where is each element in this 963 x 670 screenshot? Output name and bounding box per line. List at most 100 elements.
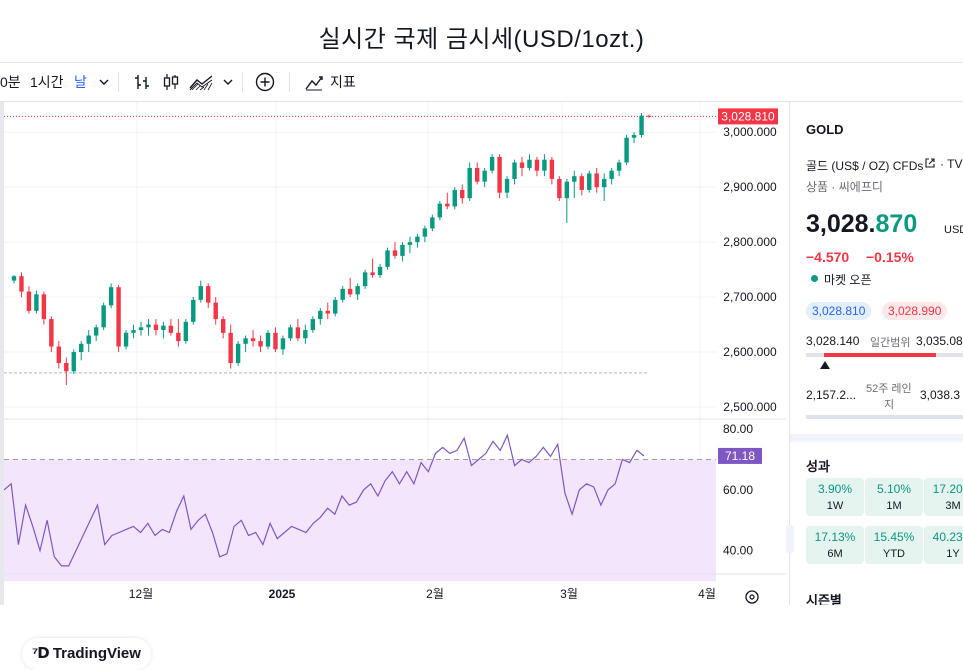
indicators-button[interactable]: 지표 xyxy=(330,74,356,90)
candle xyxy=(250,330,256,347)
price-chart[interactable]: 3,000.000 2,900.000 2,800.000 2,700.000 2,60… xyxy=(3,102,786,605)
candle xyxy=(445,192,450,210)
toolbar-divider xyxy=(118,72,119,92)
performance-3m[interactable]: 17.20%3M xyxy=(924,478,963,516)
gear-icon-hub xyxy=(749,594,755,600)
symbol-sidebar: GOLD 골드 (US$ / OZ) CFDs · TV 상품 · 씨에프디 3… xyxy=(789,102,963,605)
interval-partial[interactable]: 0분 xyxy=(0,74,21,90)
candle-body xyxy=(392,250,398,256)
day-range-label: 일간범위 xyxy=(870,337,911,349)
candle-body xyxy=(370,272,375,276)
candle xyxy=(49,316,54,353)
candle xyxy=(362,269,368,289)
candle-body xyxy=(19,276,24,292)
candle xyxy=(564,178,570,223)
symbol-name[interactable]: GOLD xyxy=(806,122,844,137)
candle-body xyxy=(467,167,472,199)
candle xyxy=(422,225,428,243)
candle-body xyxy=(587,173,592,190)
bid-price[interactable]: 3,028.810 xyxy=(806,302,872,320)
candle xyxy=(146,319,151,336)
candle xyxy=(206,283,211,309)
tradingview-logo[interactable]: ⁷𝗗 TradingView xyxy=(22,638,151,670)
candle xyxy=(601,173,607,201)
x-axis-tick-label: 12월 xyxy=(129,587,153,601)
external-link-icon[interactable] xyxy=(924,157,936,169)
candle-body xyxy=(220,319,226,333)
performance-ytd[interactable]: 15.45% YTD xyxy=(865,526,923,564)
y-axis-tick-label: 3,000.000 xyxy=(723,125,777,139)
candle xyxy=(519,156,525,177)
y-axis-tick-label: 2,600.000 xyxy=(723,345,777,359)
candle-body xyxy=(407,242,413,245)
toolbar-divider xyxy=(289,72,290,92)
candle-body xyxy=(639,115,644,135)
sidebar-collapse-handle[interactable] xyxy=(786,525,794,553)
candle-body xyxy=(273,332,278,350)
candle xyxy=(183,319,189,344)
candle xyxy=(64,357,69,386)
interval-day[interactable]: 날 xyxy=(74,74,87,90)
chevron-down-icon[interactable] xyxy=(99,77,109,87)
candle xyxy=(11,275,17,284)
candle xyxy=(258,335,263,353)
candle xyxy=(646,114,652,118)
candle-body xyxy=(452,189,457,207)
gear-icon-ring xyxy=(745,590,759,604)
candle-body xyxy=(482,170,487,182)
candle-body xyxy=(93,327,99,336)
candle-body xyxy=(340,288,345,300)
performance-1m[interactable]: 5.10% 1M xyxy=(865,478,923,516)
gear-icon[interactable] xyxy=(745,590,759,604)
candle-body xyxy=(265,332,271,347)
indicators-icon[interactable] xyxy=(304,72,324,92)
candle-body xyxy=(168,325,174,333)
candle-body xyxy=(243,338,248,344)
candle xyxy=(557,176,562,201)
candle xyxy=(19,272,24,298)
candle xyxy=(489,154,495,174)
candle-body xyxy=(460,189,465,199)
candle-body xyxy=(138,327,144,331)
performance-6m[interactable]: 17.13% 6M xyxy=(806,526,864,564)
candle-body xyxy=(191,299,196,322)
candle-body xyxy=(235,343,241,364)
candle xyxy=(303,324,308,344)
candle-body xyxy=(534,159,540,171)
plus-circle-icon[interactable] xyxy=(255,72,275,92)
symbol-description: 골드 (US$ / OZ) CFDs xyxy=(806,159,924,173)
candle-body xyxy=(474,167,480,182)
candle-body xyxy=(347,288,353,295)
candle xyxy=(318,308,323,325)
candle xyxy=(497,154,502,199)
interval-1h[interactable]: 1시간 xyxy=(30,74,64,90)
candle xyxy=(594,167,599,193)
candle-body xyxy=(631,134,637,138)
candle xyxy=(542,154,547,177)
candle-body xyxy=(646,115,652,117)
candle-body xyxy=(303,330,308,339)
candle xyxy=(213,297,218,325)
x-axis-tick-label: 4월 xyxy=(698,587,716,601)
price-change-percent: −0.15% xyxy=(866,249,914,265)
chevron-down-icon[interactable] xyxy=(223,77,233,87)
candle-body xyxy=(579,176,584,190)
performance-1y[interactable]: 40.23%1Y xyxy=(924,526,963,564)
last-price-badge xyxy=(718,108,778,125)
candle xyxy=(86,330,91,353)
x-axis-tick-label: 3월 xyxy=(560,587,578,601)
candle xyxy=(265,330,271,350)
candle xyxy=(116,285,121,353)
page-title: 실시간 국제 금시세(USD/1ozt.) xyxy=(318,26,645,53)
area-chart-icon[interactable] xyxy=(188,72,214,92)
candle-body xyxy=(250,338,256,342)
candlestick-icon[interactable] xyxy=(161,72,181,92)
ask-price[interactable]: 3,028.990 xyxy=(882,302,948,320)
performance-1w[interactable]: 3.90% 1W xyxy=(806,478,864,516)
candle xyxy=(34,290,39,314)
candle xyxy=(587,170,592,193)
bar-chart-icon[interactable] xyxy=(132,72,152,92)
candle-body xyxy=(318,310,323,320)
candle-body xyxy=(153,324,159,331)
chart-area[interactable]: 3,000.000 2,900.000 2,800.000 2,700.000 2,60… xyxy=(0,102,786,670)
